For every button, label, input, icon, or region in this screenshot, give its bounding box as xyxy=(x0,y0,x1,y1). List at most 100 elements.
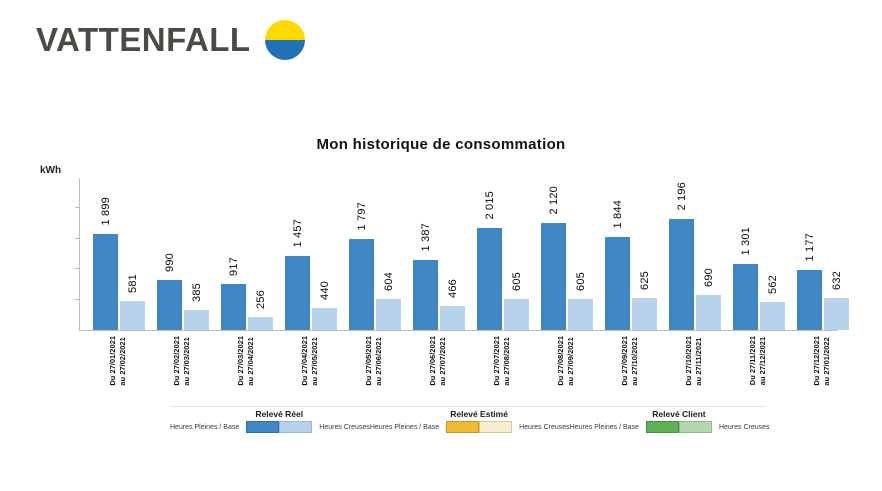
bar-heures-pleines-base: 1 797 xyxy=(349,202,374,330)
bar-value-label: 625 xyxy=(638,271,651,290)
bar-heures-pleines-base: 1 301 xyxy=(733,227,758,330)
bar-heures-pleines-base: 1 899 xyxy=(93,197,118,330)
bar-value-label: 440 xyxy=(318,281,331,300)
bar-pair: 1 844 625 xyxy=(605,200,657,330)
bar-value-label: 990 xyxy=(163,253,176,272)
bar-heures-creuses: 625 xyxy=(632,271,657,330)
legend-swatches: Relevé Estimé xyxy=(446,409,513,433)
legend-group: Heures Pleines / Base Relevé Client Heures… xyxy=(569,409,770,433)
bar-value-label: 385 xyxy=(190,283,203,302)
bar-value-label: 1 899 xyxy=(99,197,112,226)
bar-heures-creuses: 385 xyxy=(184,283,209,330)
x-axis-label: Du 27/11/2021 au 27/12/2021 xyxy=(747,336,767,386)
bar-value-label: 632 xyxy=(830,271,843,290)
bar-pair: 1 177 632 xyxy=(797,233,849,330)
bar-pair: 990 385 xyxy=(157,253,209,330)
bar-value-label: 1 844 xyxy=(611,200,624,229)
bar-pair: 1 457 440 xyxy=(285,219,337,330)
bar-heures-creuses: 605 xyxy=(504,272,529,330)
bar-value-label: 2 120 xyxy=(547,186,560,215)
x-axis-label: Du 27/06/2021 au 27/07/2021 xyxy=(427,336,447,386)
bar-value-label: 562 xyxy=(766,275,779,294)
legend-swatch-heures-pleines-client xyxy=(645,421,679,433)
bar-heures-creuses: 562 xyxy=(760,275,785,330)
legend-swatch-heures-pleines-reel xyxy=(246,421,280,433)
bar-heures-pleines-base: 2 120 xyxy=(541,186,566,330)
bar-heures-pleines-base: 1 844 xyxy=(605,200,630,330)
bar-heures-creuses: 632 xyxy=(824,271,849,330)
y-axis-unit-label: kWh xyxy=(40,165,62,176)
bar-heures-pleines-base: 2 196 xyxy=(669,182,694,330)
legend-swatches: Relevé Réel xyxy=(246,409,313,433)
bar-pair: 2 015 605 xyxy=(477,191,529,330)
bar-value-label: 1 177 xyxy=(803,233,816,262)
bar-heures-creuses: 256 xyxy=(248,290,273,330)
legend-swatch-heures-creuses-client xyxy=(678,421,712,433)
bar-heures-creuses: 440 xyxy=(312,281,337,330)
bar-pair: 1 899 581 xyxy=(93,197,145,330)
bar-value-label: 2 015 xyxy=(483,191,496,220)
legend-label-heures-pleines: Heures Pleines / Base xyxy=(569,423,639,431)
legend-label-heures-creuses: Heures Creuses xyxy=(319,423,370,431)
y-axis-tick xyxy=(75,268,80,269)
x-axis-label: Du 27/09/2021 au 27/10/2021 xyxy=(619,336,639,386)
bar-value-label: 1 301 xyxy=(739,227,752,256)
legend-swatches: Relevé Client xyxy=(645,409,712,433)
legend-label-heures-creuses: Heures Creuses xyxy=(718,423,770,431)
bar-heures-pleines-base: 1 457 xyxy=(285,219,310,330)
x-axis-label: Du 27/05/2021 au 27/06/2021 xyxy=(363,336,383,386)
bar-value-label: 605 xyxy=(510,272,523,291)
bar-heures-pleines-base: 2 015 xyxy=(477,191,502,330)
bar-heures-creuses: 690 xyxy=(696,268,721,330)
bar-value-label: 1 797 xyxy=(355,202,368,231)
x-axis-label: Du 27/07/2021 au 27/08/2021 xyxy=(491,336,511,386)
bar-value-label: 256 xyxy=(254,290,267,309)
vattenfall-logo-text: VATTENFALL xyxy=(36,21,251,58)
bar-heures-creuses: 581 xyxy=(120,274,145,330)
y-axis-tick xyxy=(75,207,80,208)
x-axis-label: Du 27/12/2021 au 27/01/2022 xyxy=(811,336,831,386)
x-axis-label: Du 27/03/2021 au 27/04/2021 xyxy=(235,336,255,386)
legend-label-heures-pleines: Heures Pleines / Base xyxy=(369,423,440,431)
legend-group: Heures Pleines / Base Relevé Estimé Heures… xyxy=(369,409,570,433)
legend-label-heures-pleines: Heures Pleines / Base xyxy=(170,423,240,431)
x-axis-labels: Du 27/01/2021 au 27/02/2021 Du 27/02/2021 a… xyxy=(92,336,850,386)
bar-heures-creuses: 466 xyxy=(440,279,465,330)
bar-heures-pleines-base: 990 xyxy=(157,253,182,330)
bar-pair: 2 196 690 xyxy=(669,182,721,330)
x-axis-label: Du 27/08/2021 au 27/09/2021 xyxy=(555,336,575,386)
x-axis-label: Du 27/10/2021 au 27/11/2021 xyxy=(683,336,703,386)
bar-value-label: 604 xyxy=(382,272,395,291)
y-axis-tick xyxy=(75,299,80,300)
bar-value-label: 2 196 xyxy=(675,182,688,211)
bar-heures-creuses: 604 xyxy=(376,272,401,330)
bar-heures-pleines-base: 917 xyxy=(221,257,246,330)
x-axis-label: Du 27/02/2021 au 27/03/2021 xyxy=(171,336,191,386)
x-axis-label: Du 27/04/2021 au 27/05/2021 xyxy=(299,336,319,386)
bar-heures-creuses: 605 xyxy=(568,272,593,330)
bar-value-label: 690 xyxy=(702,268,715,287)
legend-group-title: Relevé Estimé xyxy=(450,409,508,419)
bar-value-label: 605 xyxy=(574,272,587,291)
bar-heures-pleines-base: 1 177 xyxy=(797,233,822,330)
bar-value-label: 917 xyxy=(227,257,240,276)
legend-label-heures-creuses: Heures Creuses xyxy=(519,423,570,431)
legend-swatch-heures-creuses-reel xyxy=(279,421,313,433)
legend-swatch-heures-creuses-estime xyxy=(479,421,513,433)
bar-pair: 917 256 xyxy=(221,257,273,330)
bar-value-label: 581 xyxy=(126,274,139,293)
bar-value-label: 466 xyxy=(446,279,459,298)
chart-title: Mon historique de consommation xyxy=(316,136,566,153)
bar-pair: 2 120 605 xyxy=(541,186,593,330)
vattenfall-sun-icon xyxy=(264,20,305,60)
bar-pair: 1 387 466 xyxy=(413,223,465,330)
bars-row: 1 899 581 990 385 917 256 1 457 440 1 797 604 1 38… xyxy=(93,182,849,330)
bar-pair: 1 301 562 xyxy=(733,227,785,330)
bar-value-label: 1 457 xyxy=(291,219,304,248)
bar-pair: 1 797 604 xyxy=(349,202,401,330)
bar-heures-pleines-base: 1 387 xyxy=(413,223,438,330)
legend: Heures Pleines / Base Relevé Réel Heures C… xyxy=(170,406,770,433)
vattenfall-logo: VATTENFALL xyxy=(36,20,305,60)
legend-group: Heures Pleines / Base Relevé Réel Heures C… xyxy=(170,409,370,433)
